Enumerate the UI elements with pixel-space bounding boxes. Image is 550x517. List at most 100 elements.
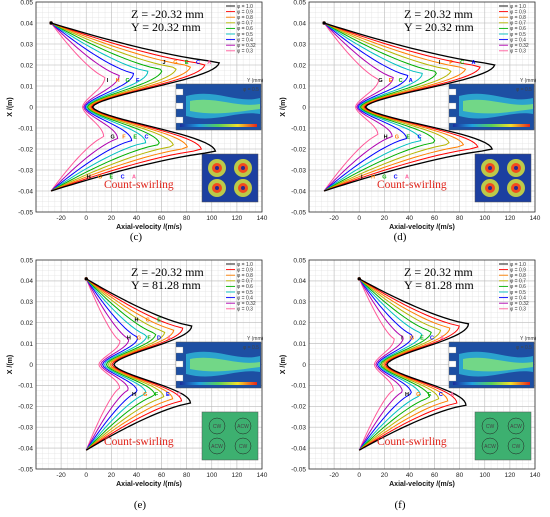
inset-inlet [448,88,457,96]
inset-background [201,153,259,203]
plot-frame [35,259,263,470]
curve-label-mid-upper: C [430,335,434,341]
x-tick-label: 100 [479,215,490,222]
series-marker [84,277,88,281]
curve-label-bottom: G [382,174,386,180]
legend-entry: φ = 0.9 [510,9,526,15]
series-line-8 [358,278,404,451]
swirl-center [215,166,219,170]
y-tick-label: -0.01 [18,125,33,132]
legend-entry: φ = 0.6 [237,284,253,290]
legend-entry: φ = 1.0 [237,4,253,10]
legend-entry: φ = 0.32 [237,43,256,49]
x-tick-label: 20 [108,472,116,479]
legend-entry: φ = 0.5 [237,32,253,38]
swirl-streamline [481,437,499,455]
z-position-label: Z = 20.32 mm [404,265,473,279]
panel-caption: (f) [395,499,406,511]
inset-contour-top: φ = 0.5 [448,83,535,131]
legend-entry: φ = 0.4 [510,295,526,301]
legend-entry: φ = 0.9 [510,267,526,273]
curve-label-mid-upper: D [157,335,161,341]
inset-phi-label: φ = 0.5 [516,87,532,93]
x-tick-label: 140 [257,472,268,479]
x-tick-label: 0 [84,472,88,479]
count-swirling-annotation: Count-swirling [377,436,447,448]
inset-colorbar [180,382,257,385]
y-tick-label: -0.05 [291,466,306,473]
y-tick-label: 0.02 [20,320,33,327]
inset-core-region [463,99,533,114]
curve-label-mid-upper: E [389,78,393,84]
count-swirling-annotation: Count-swirling [104,179,174,191]
series-line-3 [85,278,175,451]
legend-entry: φ = 0.7 [237,21,253,27]
legend-entry: φ = 0.7 [510,21,526,27]
x-axis-label: Axial-velocity /(m/s) [389,481,455,488]
curve-label-bottom: C [394,174,398,180]
x-tick-label: -20 [329,215,339,222]
inset-inlet [175,102,184,110]
y-tick-label: 0.05 [293,257,306,264]
swirl-streamline [507,417,525,435]
x-tick-label: 120 [504,215,515,222]
x-tick-label: 140 [530,215,541,222]
y-tick-label: -0.04 [18,445,33,452]
series-line-5 [85,278,157,451]
z-position-label: Z = 20.32 mm [404,7,473,21]
curve-label-bottom: A [405,174,409,180]
inset-colorbar [453,124,530,127]
curve-label-mid-upper: F [147,335,151,341]
inset-axis-label: Y (mm) [247,336,264,342]
x-tick-label: 80 [456,215,464,222]
series-line-2 [358,278,460,451]
series-line-1 [85,278,193,451]
curve-label-top: E [185,60,189,66]
swirl-streamline [234,417,252,435]
inset-background [474,153,532,203]
inset-colorbar [180,124,257,127]
y-tick-label: 0 [29,362,33,369]
legend: φ = 1.0φ = 0.9φ = 0.8φ = 0.7φ = 0.6φ = 0… [226,262,256,313]
curve-label-bottom: H [371,174,375,180]
x-tick-label: 140 [530,472,541,479]
y-tick-label: -0.05 [291,209,306,216]
y-tick-label: -0.03 [291,425,306,432]
x-axis-label: Axial-velocity /(m/s) [389,224,455,231]
curve-label-mid-lower: E [428,392,432,398]
legend-entry: φ = 0.8 [510,273,526,279]
series-line-3 [50,22,192,192]
series-line-4 [323,22,452,192]
y-tick-label: 0.02 [293,320,306,327]
swirl-center [514,186,518,190]
x-tick-label: 40 [133,472,141,479]
y-tick-label: -0.02 [18,404,33,411]
x-tick-label: 100 [479,472,490,479]
x-tick-label: 80 [456,472,464,479]
inset-axis-label: Y (mm) [520,336,537,342]
curve-label-bottom: G [98,174,102,180]
series-line-4 [50,22,177,192]
inset-contour-top: φ = 0.5 [175,341,262,389]
swirl-direction-label: CW [486,424,495,430]
y-tick-label: 0.01 [293,341,306,348]
curve-label-mid-lower: E [166,392,170,398]
curve-label-mid-lower: G [416,392,420,398]
x-tick-label: 20 [381,472,389,479]
swirl-center [241,186,245,190]
series-line-1 [323,22,496,192]
x-tick-label: 100 [206,472,217,479]
swirl-streamline [208,417,226,435]
x-tick-label: 0 [357,472,361,479]
y-tick-label: 0 [302,104,306,111]
inset-inlet [448,116,457,124]
inset-contour-top: φ = 0.5 [175,83,262,131]
series-line-6 [50,22,149,192]
inset-inlet [175,88,184,96]
legend: φ = 1.0φ = 0.9φ = 0.8φ = 0.7φ = 0.6φ = 0… [226,4,256,55]
inset-cross-section: CW ACW ACW CW [474,411,532,461]
curve-label-top: J [163,60,166,66]
x-axis-label: Axial-velocity /(m/s) [116,481,182,488]
swirl-center [241,166,245,170]
legend-entry: φ = 0.3 [237,49,253,55]
